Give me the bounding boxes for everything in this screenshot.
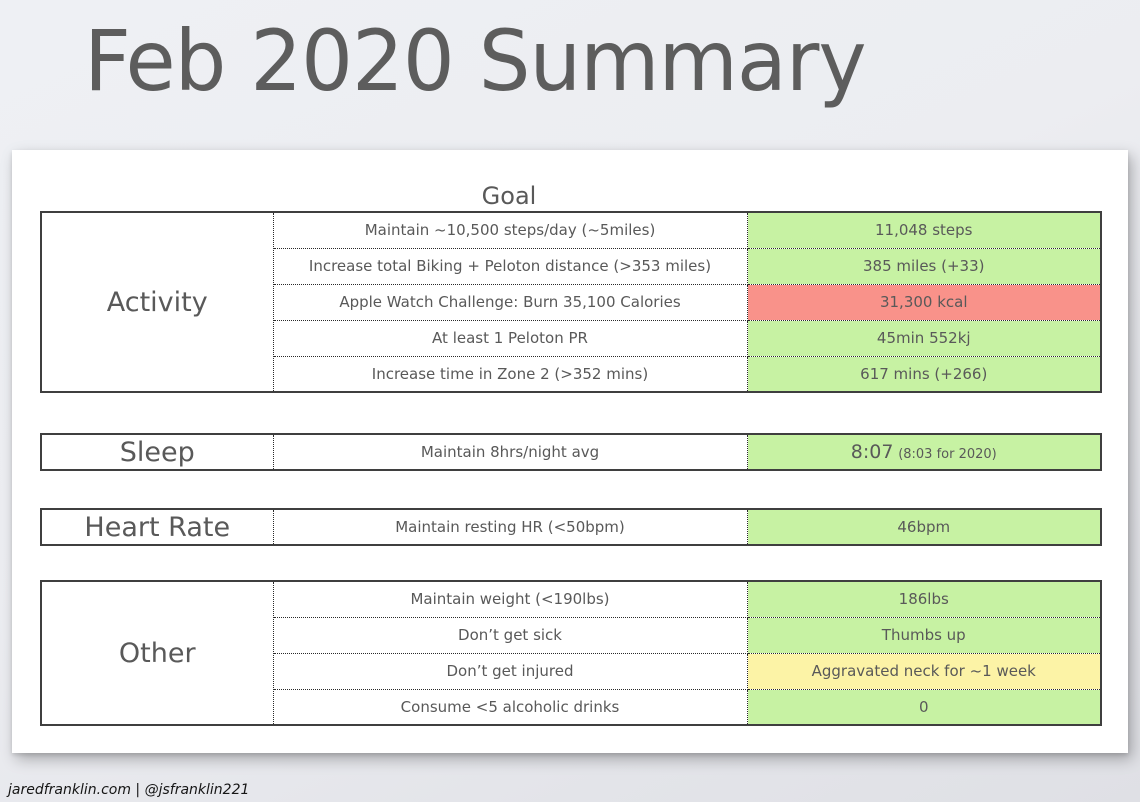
result-cell: 8:07 (8:03 for 2020) bbox=[746, 433, 1102, 471]
table-row: Don’t get injured Aggravated neck for ~1… bbox=[41, 652, 1102, 690]
goal-cell: Increase time in Zone 2 (>352 mins) bbox=[272, 355, 748, 393]
heart-rate-table: Heart Rate Maintain resting HR (<50bpm) … bbox=[40, 508, 1102, 546]
section-label-heart-rate: Heart Rate bbox=[40, 508, 274, 546]
sleep-table: Sleep Maintain 8hrs/night avg 8:07 (8:03… bbox=[40, 433, 1102, 471]
goal-cell: Maintain ~10,500 steps/day (~5miles) bbox=[272, 211, 748, 249]
goal-cell: Don’t get injured bbox=[272, 652, 748, 690]
goal-cell: Maintain resting HR (<50bpm) bbox=[272, 508, 748, 546]
result-cell: 31,300 kcal bbox=[746, 283, 1102, 321]
section-label-activity: Activity bbox=[40, 211, 274, 393]
table-row: Sleep Maintain 8hrs/night avg 8:07 (8:03… bbox=[40, 433, 1102, 471]
goal-cell: Maintain weight (<190lbs) bbox=[272, 580, 748, 618]
result-cell: 11,048 steps bbox=[746, 211, 1102, 249]
table-row: Increase total Biking + Peloton distance… bbox=[41, 247, 1102, 285]
goal-cell: Apple Watch Challenge: Burn 35,100 Calor… bbox=[272, 283, 748, 321]
sleep-avg-value: 8:07 bbox=[850, 441, 894, 463]
page-title: Feb 2020 Summary bbox=[84, 12, 867, 110]
section-label-sleep: Sleep bbox=[40, 433, 274, 471]
result-cell: Aggravated neck for ~1 week bbox=[746, 652, 1102, 690]
table-row: At least 1 Peloton PR 45min 552kj bbox=[41, 319, 1102, 357]
result-cell: 385 miles (+33) bbox=[746, 247, 1102, 285]
result-cell: 617 mins (+266) bbox=[746, 355, 1102, 393]
table-row: Other Maintain weight (<190lbs) 186lbs bbox=[40, 580, 1102, 726]
activity-table: Activity Maintain ~10,500 steps/day (~5m… bbox=[40, 211, 1102, 393]
section-label-other: Other bbox=[40, 580, 274, 726]
table-row: Heart Rate Maintain resting HR (<50bpm) … bbox=[40, 508, 1102, 546]
table-row: Activity Maintain ~10,500 steps/day (~5m… bbox=[40, 211, 1102, 393]
goal-cell: Increase total Biking + Peloton distance… bbox=[272, 247, 748, 285]
summary-card: Goal Activity Maintain ~10,500 steps/day… bbox=[12, 150, 1128, 753]
result-cell: 46bpm bbox=[746, 508, 1102, 546]
result-cell: 186lbs bbox=[746, 580, 1102, 618]
footer-credit: jaredfranklin.com | @jsfranklin221 bbox=[8, 782, 250, 798]
table-row: Increase time in Zone 2 (>352 mins) 617 … bbox=[41, 355, 1102, 393]
result-cell: 45min 552kj bbox=[746, 319, 1102, 357]
result-cell: Thumbs up bbox=[746, 616, 1102, 654]
goal-cell: Don’t get sick bbox=[272, 616, 748, 654]
table-row: Consume <5 alcoholic drinks 0 bbox=[41, 688, 1102, 726]
goal-cell: Maintain 8hrs/night avg bbox=[272, 433, 748, 471]
result-cell: 0 bbox=[746, 688, 1102, 726]
sleep-avg-note: (8:03 for 2020) bbox=[898, 447, 997, 462]
table-row: Don’t get sick Thumbs up bbox=[41, 616, 1102, 654]
goal-cell: At least 1 Peloton PR bbox=[272, 319, 748, 357]
goal-column-header: Goal bbox=[481, 182, 537, 210]
goal-cell: Consume <5 alcoholic drinks bbox=[272, 688, 748, 726]
table-row: Apple Watch Challenge: Burn 35,100 Calor… bbox=[41, 283, 1102, 321]
other-table: Other Maintain weight (<190lbs) 186lbs D… bbox=[40, 580, 1102, 726]
